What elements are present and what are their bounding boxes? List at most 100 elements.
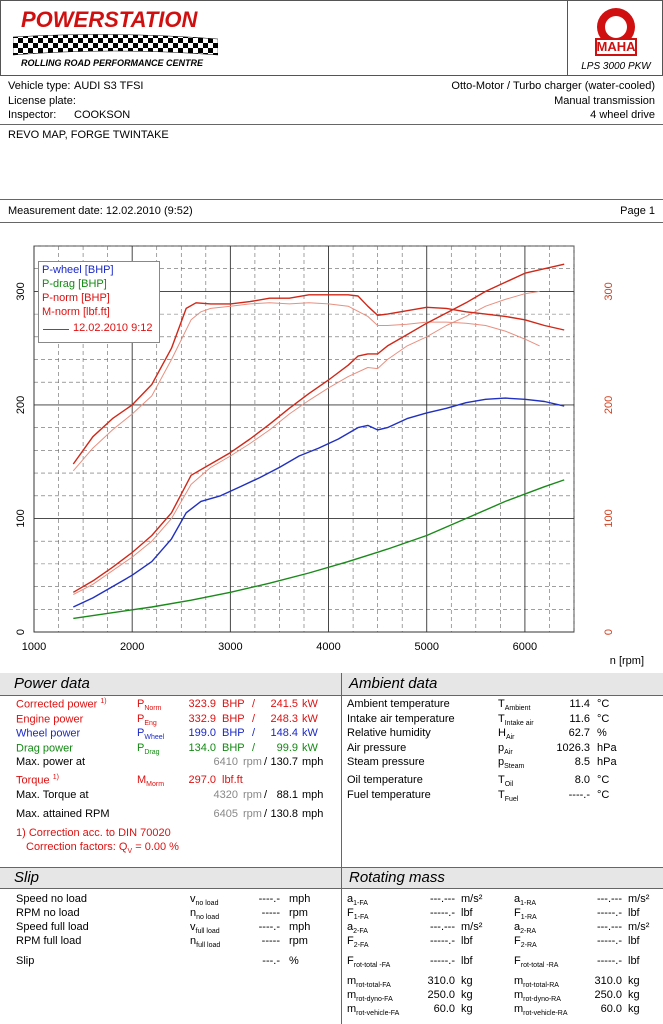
rotating-header	[341, 867, 663, 889]
rotating-row-value: -----.-	[596, 935, 622, 947]
vehicle-type-label: Vehicle type:	[8, 80, 71, 92]
ambient-row-unit: hPa	[597, 741, 617, 754]
ambient-row-label: Intake air temperature	[347, 712, 455, 725]
max-power-rpm: 6410	[213, 756, 238, 768]
slip-row-value: ----.-	[258, 921, 280, 933]
rotating-row-symbol: mrot-dyno-RA	[514, 989, 561, 1004]
power-data-title: Power data	[14, 675, 90, 692]
max-rpm-mph: 130.8	[270, 808, 298, 820]
correction-note: 1) Correction acc. to DIN 70020	[16, 827, 171, 839]
series-line-p-norm-ref	[73, 290, 540, 595]
x-tick-label: 2000	[120, 641, 144, 653]
power-row-value-bhp: 323.9	[188, 698, 216, 710]
ambient-row-value: 11.4	[569, 698, 590, 710]
ambient-data-title: Ambient data	[349, 675, 438, 692]
page-number: Page 1	[620, 205, 655, 217]
mid-divider-bottom	[341, 889, 342, 1024]
engine-type: Otto-Motor / Turbo charger (water-cooled…	[451, 80, 655, 92]
rotating-row-value: ---.---	[429, 921, 455, 933]
slip-row-label: RPM no load	[16, 907, 80, 919]
x-tick-label: 6000	[513, 641, 537, 653]
ambient-row-unit: °C	[597, 712, 610, 725]
torque-symbol: MMorm	[137, 774, 165, 789]
ambient-row-unit: °C	[597, 774, 610, 786]
slip-row-value: ----.-	[258, 893, 280, 905]
ambient-row-label: Ambient temperature	[347, 698, 450, 710]
slip-row-unit: rpm	[289, 907, 308, 919]
power-row-label: Engine power	[16, 713, 84, 726]
ambient-row-symbol: pSteam	[498, 756, 525, 771]
slip-row-symbol: nno load	[190, 907, 220, 922]
rotating-row-symbol: Frot-total -RA	[514, 955, 559, 970]
rotating-title: Rotating mass	[349, 869, 445, 886]
power-row-unit-bhp: BHP	[222, 698, 245, 710]
max-torque-mph-unit: mph	[302, 789, 324, 801]
power-row-value-kw: 99.9	[276, 741, 298, 754]
power-row-unit-kw: kW	[302, 698, 318, 710]
rotating-row-unit: kg	[628, 989, 640, 1001]
rotating-row-value: 310.0	[427, 975, 455, 987]
power-row-label: Wheel power	[16, 727, 81, 740]
model-label: LPS 3000 PKW	[581, 61, 651, 72]
rotating-row-value: -----.-	[596, 955, 622, 967]
power-row-value-bhp: 332.9	[188, 712, 216, 725]
power-row-slash: /	[252, 712, 256, 725]
ambient-row-unit: %	[597, 727, 607, 739]
rotating-row-symbol: F2-FA	[347, 935, 369, 950]
rotating-row-symbol: F1-RA	[514, 907, 537, 922]
rotating-row-value: ---.---	[596, 893, 622, 905]
legend-p-drag: P-drag [BHP]	[42, 278, 107, 290]
power-row-symbol: PNorm	[137, 698, 162, 713]
power-row-value-kw: 148.4	[270, 727, 298, 739]
slip-row-unit: mph	[289, 921, 311, 933]
rotating-row-symbol: mrot-vehicle-FA	[347, 1003, 400, 1018]
rotating-row-unit: lbf	[628, 935, 640, 947]
power-row-unit-kw: kW	[302, 741, 318, 754]
slip-row-symbol: nfull load	[190, 935, 221, 950]
y-left-tick-label: 0	[15, 629, 27, 635]
rotating-row-symbol: F2-RA	[514, 935, 537, 950]
legend-p-norm: P-norm [BHP]	[42, 292, 110, 304]
rotating-row-unit: kg	[461, 975, 473, 987]
y-left-tick-label: 100	[15, 509, 27, 527]
x-tick-label: 3000	[218, 641, 242, 653]
y-right-tick-label: 0	[603, 629, 615, 635]
rotating-row-unit: kg	[461, 989, 473, 1001]
power-row-label: Drag power	[16, 742, 73, 755]
measurement-date: Measurement date: 12.02.2010 (9:52)	[8, 205, 193, 217]
rotating-row-value: -----.-	[429, 907, 455, 919]
slip-row-value: -----	[261, 935, 280, 947]
ambient-row-unit: °C	[597, 789, 610, 801]
ambient-row-symbol: TFuel	[498, 789, 519, 804]
ambient-row-value: 8.5	[574, 756, 590, 768]
max-rpm-mph-unit: mph	[302, 808, 324, 820]
transmission-type: Manual transmission	[554, 95, 655, 107]
rotating-row-value: 250.0	[594, 989, 622, 1001]
x-tick-label: 4000	[316, 641, 340, 653]
legend-ref-date: 12.02.2010 9:12	[73, 322, 153, 334]
y-left-tick-label: 300	[15, 282, 27, 300]
rotating-row-symbol: Frot-total -FA	[347, 955, 391, 970]
slip-row-label: RPM full load	[16, 935, 82, 947]
rotating-row-value: 310.0	[594, 975, 622, 987]
ambient-row-label: Steam pressure	[347, 756, 425, 768]
ambient-row-symbol: TIntake air	[498, 712, 534, 727]
slip-row-value: -----	[261, 907, 280, 919]
y-right-tick-label: 100	[603, 509, 615, 527]
torque-unit: lbf.ft	[222, 774, 243, 786]
max-torque-rpm: 4320	[213, 789, 238, 801]
inspector-value: COOKSON	[74, 109, 131, 121]
max-torque-rpm-unit: rpm	[243, 789, 262, 801]
rotating-row-unit: lbf	[628, 907, 640, 919]
power-row-label: Corrected power 1)	[16, 698, 107, 711]
power-row-value-kw: 241.5	[270, 698, 298, 710]
power-row-unit-bhp: BHP	[222, 712, 245, 725]
rotating-row-value: ---.---	[596, 921, 622, 933]
rotating-row-value: 60.0	[600, 1003, 622, 1015]
rotating-row-unit: kg	[628, 975, 640, 987]
chart-legend: P-wheel [BHP] P-drag [BHP] P-norm [BHP] …	[38, 261, 160, 343]
y-right-tick-label: 300	[603, 282, 615, 300]
power-row-unit-bhp: BHP	[222, 741, 245, 754]
y-right-tick-label: 200	[603, 396, 615, 414]
legend-ref-line	[43, 329, 69, 330]
